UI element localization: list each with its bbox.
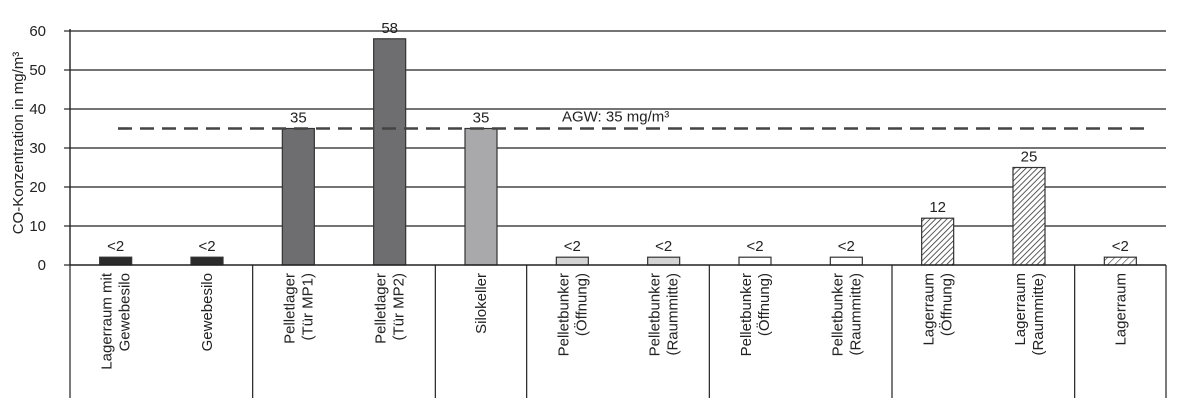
- bar: [1012, 166, 1046, 266]
- category-label: Lagerraum(Öffnung): [921, 273, 956, 346]
- category-label: Pelletlager(Tür MP2): [373, 273, 408, 344]
- category-label-line: Lagerraum: [921, 273, 938, 346]
- category-label-line: (Raummitte): [665, 273, 682, 356]
- bar: [190, 256, 224, 266]
- data-label: 12: [929, 199, 946, 216]
- data-label: 35: [290, 110, 307, 127]
- bar: [99, 256, 133, 266]
- category-label-line: (Öffnung): [572, 273, 590, 336]
- category-label-line: Lagerraum: [1112, 273, 1129, 346]
- gridlines: [70, 30, 1166, 227]
- category-label-line: Lagerraum mit: [99, 272, 116, 370]
- category-label-line: Pelletlager: [373, 273, 390, 344]
- category-label: Pelletbunker(Raummitte): [829, 273, 864, 356]
- category-label-line: Pelletbunker: [647, 273, 664, 356]
- bar: [464, 127, 498, 266]
- data-label: <2: [107, 238, 124, 255]
- category-label-line: (Tür MP2): [391, 273, 408, 341]
- category-label-line: Silokeller: [473, 273, 490, 334]
- y-tick-label: 60: [29, 23, 46, 40]
- bar: [281, 127, 315, 266]
- y-tick-label: 10: [29, 218, 46, 235]
- category-label: Pelletbunker(Raummitte): [647, 273, 682, 356]
- category-label-line: Pelletbunker: [738, 273, 755, 356]
- category-label: Gewebesilo: [199, 273, 216, 351]
- category-label-line: Pelletlager: [281, 273, 298, 344]
- category-label-line: (Raummitte): [1030, 273, 1047, 356]
- category-label: Pelletlager(Tür MP1): [281, 273, 316, 344]
- bar: [555, 256, 589, 266]
- y-tick-label: 20: [29, 179, 46, 196]
- category-label: Lagerraum mitGewebesilo: [99, 272, 134, 370]
- bar: [738, 256, 772, 266]
- data-label: <2: [746, 238, 763, 255]
- data-label: 35: [473, 110, 490, 127]
- data-label: 58: [381, 20, 398, 37]
- y-tick-label: 30: [29, 140, 46, 157]
- y-tick-label: 40: [29, 101, 46, 118]
- category-label-line: Gewebesilo: [117, 273, 134, 351]
- category-label: Silokeller: [473, 273, 490, 334]
- category-label-line: Gewebesilo: [199, 273, 216, 351]
- bar: [373, 38, 407, 266]
- category-label: Pelletbunker(Öffnung): [738, 273, 773, 356]
- bar: [829, 256, 863, 266]
- bar: [647, 256, 681, 266]
- category-label: Lagerraum: [1112, 273, 1129, 346]
- category-label-line: Pelletbunker: [555, 273, 572, 356]
- y-axis-ticks: 0 10 20 30 40 50 60: [29, 23, 70, 274]
- reference-line-label: AGW: 35 mg/m³: [562, 109, 669, 126]
- y-tick-label: 0: [38, 257, 46, 274]
- category-label-line: (Raummitte): [847, 273, 864, 356]
- data-label: <2: [1112, 238, 1129, 255]
- category-label-line: (Öffnung): [938, 273, 956, 336]
- category-labels: Lagerraum mitGewebesilo Gewebesilo Pelletl…: [99, 272, 1130, 370]
- bar: [921, 217, 955, 266]
- y-tick-label: 50: [29, 62, 46, 79]
- category-label-line: Pelletbunker: [829, 273, 846, 356]
- axes: [69, 29, 1167, 398]
- category-label-line: Lagerraum: [1012, 273, 1029, 346]
- data-label: <2: [838, 238, 855, 255]
- data-label: 25: [1021, 149, 1038, 166]
- data-label: <2: [655, 238, 672, 255]
- category-label: Lagerraum(Raummitte): [1012, 273, 1047, 356]
- category-label-line: (Tür MP1): [299, 273, 316, 341]
- data-label: <2: [198, 238, 215, 255]
- category-label: Pelletbunker(Öffnung): [555, 273, 590, 356]
- category-label-line: (Öffnung): [755, 273, 773, 336]
- data-label: <2: [564, 238, 581, 255]
- bar: [1103, 256, 1137, 266]
- bars: <2 <2 35 58 35 <2 <2 <2 <2 12 25 <2: [99, 20, 1137, 266]
- reference-line-group: AGW: 35 mg/m³: [118, 109, 1148, 130]
- y-axis-label: CO-Konzentration in mg/m³: [10, 52, 27, 235]
